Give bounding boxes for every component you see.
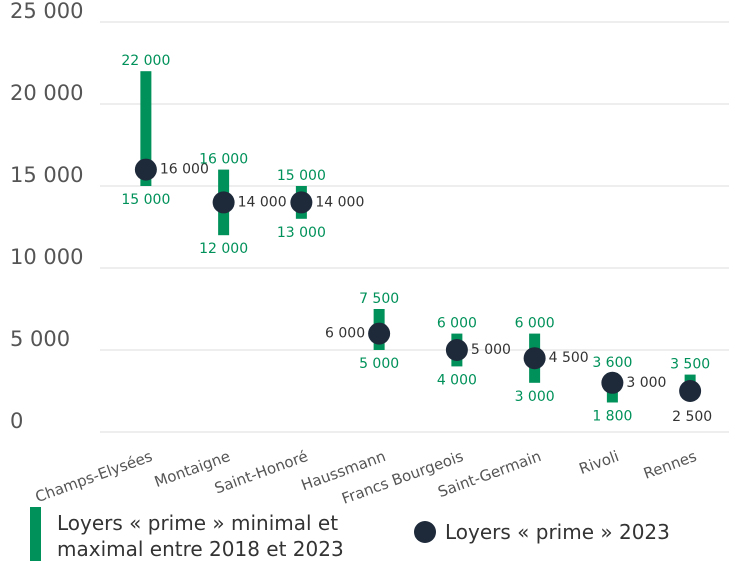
dot [679,380,702,402]
legend-bar-swatch [30,507,41,561]
low-label: 3 000 [515,389,555,405]
legend-dot-swatch [414,521,436,543]
value-label: 3 000 [626,375,666,391]
dot [290,191,313,214]
legend-label: Loyers « prime » minimal et maximal entr… [57,511,344,561]
x-tick-label: Rennes [641,447,699,483]
y-tick-label: 10 000 [10,245,83,269]
dot [523,347,546,370]
high-label: 16 000 [199,152,248,168]
dot [368,322,391,345]
x-tick-label: Rivoli [577,447,622,478]
value-label: 16 000 [160,162,209,178]
dot [601,371,624,394]
range-bar [140,71,152,186]
value-label: 6 000 [325,326,365,342]
x-tick-label: Champs-Elysées [33,447,155,506]
value-label: 5 000 [471,342,511,358]
high-label: 22 000 [121,53,170,69]
value-label: 14 000 [238,194,287,210]
high-label: 6 000 [515,316,555,332]
low-label: 4 000 [437,372,477,388]
value-label: 2 500 [672,409,712,425]
low-label: 1 800 [592,408,632,424]
dot [212,191,235,214]
high-label: 6 000 [437,316,477,332]
high-label: 15 000 [277,168,326,184]
low-label: 12 000 [199,241,248,257]
high-label: 3 600 [592,355,632,371]
y-tick-label: 15 000 [10,163,83,187]
low-label: 13 000 [277,225,326,241]
value-label: 4 500 [549,350,589,366]
low-label: 15 000 [121,192,170,208]
dot [134,158,157,181]
y-tick-label: 0 [10,409,23,433]
y-tick-label: 5 000 [10,327,70,351]
high-label: 3 500 [670,357,710,373]
legend-label: Loyers « prime » 2023 [445,520,670,544]
value-label: 14 000 [315,194,364,210]
y-tick-label: 20 000 [10,81,83,105]
y-tick-label: 25 000 [10,0,83,23]
high-label: 7 500 [359,291,399,307]
low-label: 5 000 [359,356,399,372]
dot [445,339,468,361]
